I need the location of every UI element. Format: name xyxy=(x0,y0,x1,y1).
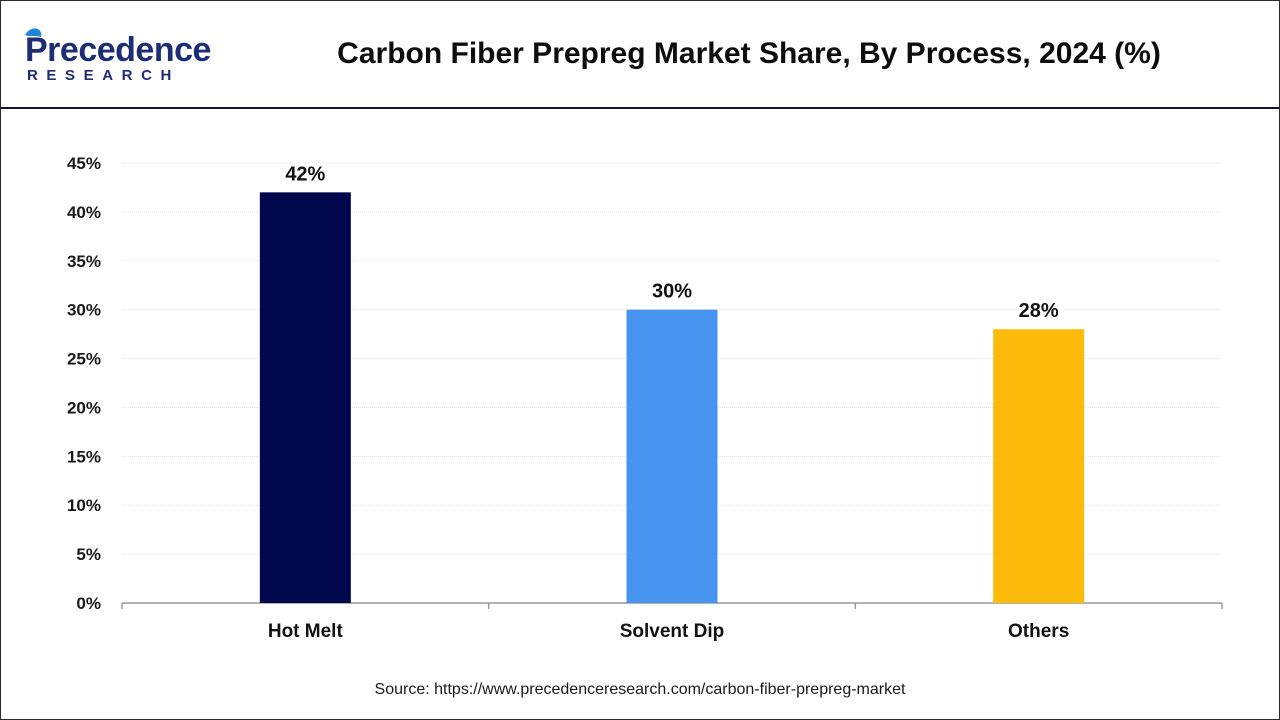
logo-mark: Precedence RESEARCH xyxy=(25,28,211,84)
y-tick-label: 45% xyxy=(67,154,101,173)
bar-solvent-dip xyxy=(626,309,718,603)
y-tick-label: 40% xyxy=(67,203,101,222)
bar-hot-melt xyxy=(259,192,351,603)
bar-others xyxy=(993,329,1085,603)
y-tick-label: 0% xyxy=(76,594,101,613)
x-category-label: Others xyxy=(1008,621,1069,642)
y-tick-label: 30% xyxy=(67,301,101,320)
bar-data-label: 30% xyxy=(652,281,692,303)
x-category-label: Solvent Dip xyxy=(620,621,725,642)
logo-main-text: Precedence xyxy=(25,31,211,69)
logo-leaf-icon xyxy=(25,28,42,37)
precedence-research-logo: Precedence RESEARCH xyxy=(23,27,223,87)
bar-data-label: 28% xyxy=(1019,300,1059,322)
y-tick-label: 15% xyxy=(67,447,101,466)
y-tick-label: 35% xyxy=(67,252,101,271)
y-tick-label: 10% xyxy=(67,496,101,515)
source-note: Source: https://www.precedenceresearch.c… xyxy=(374,681,906,698)
y-tick-label: 25% xyxy=(67,350,101,369)
y-tick-label: 20% xyxy=(67,398,101,417)
x-category-label: Hot Melt xyxy=(268,621,344,642)
chart-area: 0% 5% 10% 15% 20% 25% 30% 35% 40% 45% 42% Hot Melt 3… xyxy=(1,109,1279,669)
chart-title: Carbon Fiber Prepreg Market Share, By Pr… xyxy=(337,37,1161,70)
header-bar: Precedence RESEARCH Carbon Fiber Prepreg… xyxy=(1,1,1279,109)
y-tick-label: 5% xyxy=(76,545,101,564)
bar-data-label: 42% xyxy=(285,163,325,185)
bar-chart: 0% 5% 10% 15% 20% 25% 30% 35% 40% 45% 42% Hot Melt 3… xyxy=(67,154,1223,642)
logo-sub-text: RESEARCH xyxy=(27,67,180,84)
